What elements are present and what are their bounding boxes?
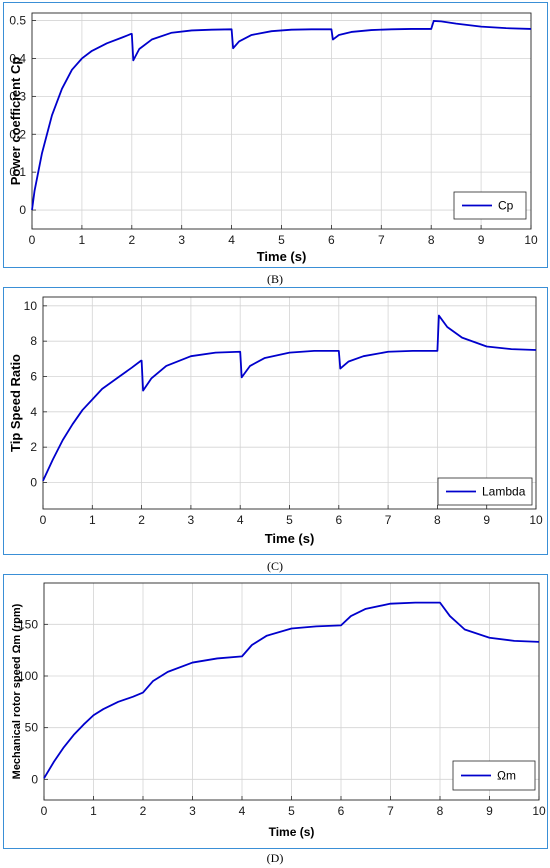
- x-tick-label: 7: [387, 804, 394, 818]
- series-line: [43, 601, 540, 779]
- y-tick-label: 0.3: [9, 89, 26, 103]
- panel-label-d: (D): [266, 851, 284, 865]
- panel-label-b: (B): [267, 272, 283, 286]
- x-tick-label: 4: [239, 804, 246, 818]
- chart-panel-b: 0 1 2 3 4 5 6 7 8 9 10 0 0.1 0.2 0.3 0.4 0.5 Time (s) Powe…: [3, 2, 548, 268]
- x-tick-label: 8: [428, 233, 435, 247]
- legend: Lambda: [437, 477, 533, 506]
- legend-box: [452, 760, 536, 791]
- x-tick-label: 9: [486, 804, 493, 818]
- x-tick-label: 6: [335, 513, 342, 527]
- series-line: [42, 314, 537, 482]
- y-tick-label: 4: [30, 405, 37, 419]
- x-tick-label: 1: [90, 804, 97, 818]
- legend-label: Lambda: [482, 485, 526, 499]
- x-tick-label: 10: [532, 804, 546, 818]
- y-tick-label: 10: [24, 299, 38, 313]
- y-tick-label: 150: [18, 617, 38, 631]
- x-tick-label: 9: [483, 513, 490, 527]
- series-line: [31, 20, 532, 211]
- x-tick-label: 3: [178, 233, 185, 247]
- x-axis-label: Time (s): [257, 249, 307, 264]
- y-tick-label: 0: [30, 476, 37, 490]
- x-tick-label: 1: [89, 513, 96, 527]
- x-tick-label: 9: [478, 233, 485, 247]
- x-tick-label: 0: [40, 513, 47, 527]
- legend: Cp: [453, 191, 527, 220]
- legend: Ωm: [452, 760, 536, 791]
- y-tick-label: 0.5: [9, 14, 26, 28]
- x-tick-label: 7: [385, 513, 392, 527]
- x-tick-label: 2: [140, 804, 147, 818]
- x-tick-label: 4: [237, 513, 244, 527]
- x-tick-label: 5: [286, 513, 293, 527]
- x-tick-label: 1: [79, 233, 86, 247]
- x-tick-label: 5: [288, 804, 295, 818]
- y-axis-label: Mechanical rotor speed Ωm (rpm): [11, 603, 23, 779]
- y-tick-label: 8: [30, 334, 37, 348]
- grid: [42, 297, 537, 509]
- chart-panel-d: 0 1 2 3 4 5 6 7 8 9 10 0 50 100 150 Time (s) Mechanical …: [3, 574, 548, 849]
- chart-panel-c: 0 1 2 3 4 5 6 7 8 9 10 0 2 4 6 8 10 Time (s) Tip Speed Rat…: [3, 287, 548, 555]
- x-tick-label: 3: [189, 804, 196, 818]
- y-tick-label: 6: [30, 370, 37, 384]
- y-tick-label: 2: [30, 440, 37, 454]
- x-axis-label: Time (s): [269, 825, 315, 839]
- x-tick-label: 10: [524, 233, 538, 247]
- x-tick-label: 3: [188, 513, 195, 527]
- y-tick-label: 100: [18, 669, 38, 683]
- y-tick-label: 50: [25, 721, 39, 735]
- chart-c: 0 1 2 3 4 5 6 7 8 9 10 0 2 4 6 8 10 Time (s) Tip Speed Rat…: [8, 296, 543, 546]
- x-tick-label: 7: [378, 233, 385, 247]
- x-tick-label: 5: [278, 233, 285, 247]
- x-tick-label: 2: [128, 233, 135, 247]
- y-axis-label: Tip Speed Ratio: [8, 354, 23, 452]
- legend-label: Ωm: [497, 769, 516, 783]
- x-tick-label: 6: [328, 233, 335, 247]
- y-axis-label: Power coefficient Cp: [8, 57, 23, 186]
- x-tick-label: 0: [41, 804, 48, 818]
- x-tick-label: 8: [434, 513, 441, 527]
- y-tick-label: 0.2: [9, 127, 26, 141]
- x-axis-label: Time (s): [265, 531, 315, 546]
- y-tick-label: 0: [19, 203, 26, 217]
- y-tick-label: 0: [31, 772, 38, 786]
- x-tick-label: 0: [29, 233, 36, 247]
- x-tick-label: 2: [138, 513, 145, 527]
- x-tick-label: 10: [529, 513, 543, 527]
- x-tick-label: 8: [437, 804, 444, 818]
- x-tick-label: 4: [228, 233, 235, 247]
- panel-label-c: (C): [267, 559, 283, 573]
- y-tick-label: 0.4: [9, 51, 26, 65]
- y-tick-label: 0.1: [9, 165, 26, 179]
- legend-label: Cp: [498, 199, 514, 213]
- chart-b: 0 1 2 3 4 5 6 7 8 9 10 0 0.1 0.2 0.3 0.4 0.5 Time (s) Powe…: [8, 12, 538, 264]
- x-tick-label: 6: [338, 804, 345, 818]
